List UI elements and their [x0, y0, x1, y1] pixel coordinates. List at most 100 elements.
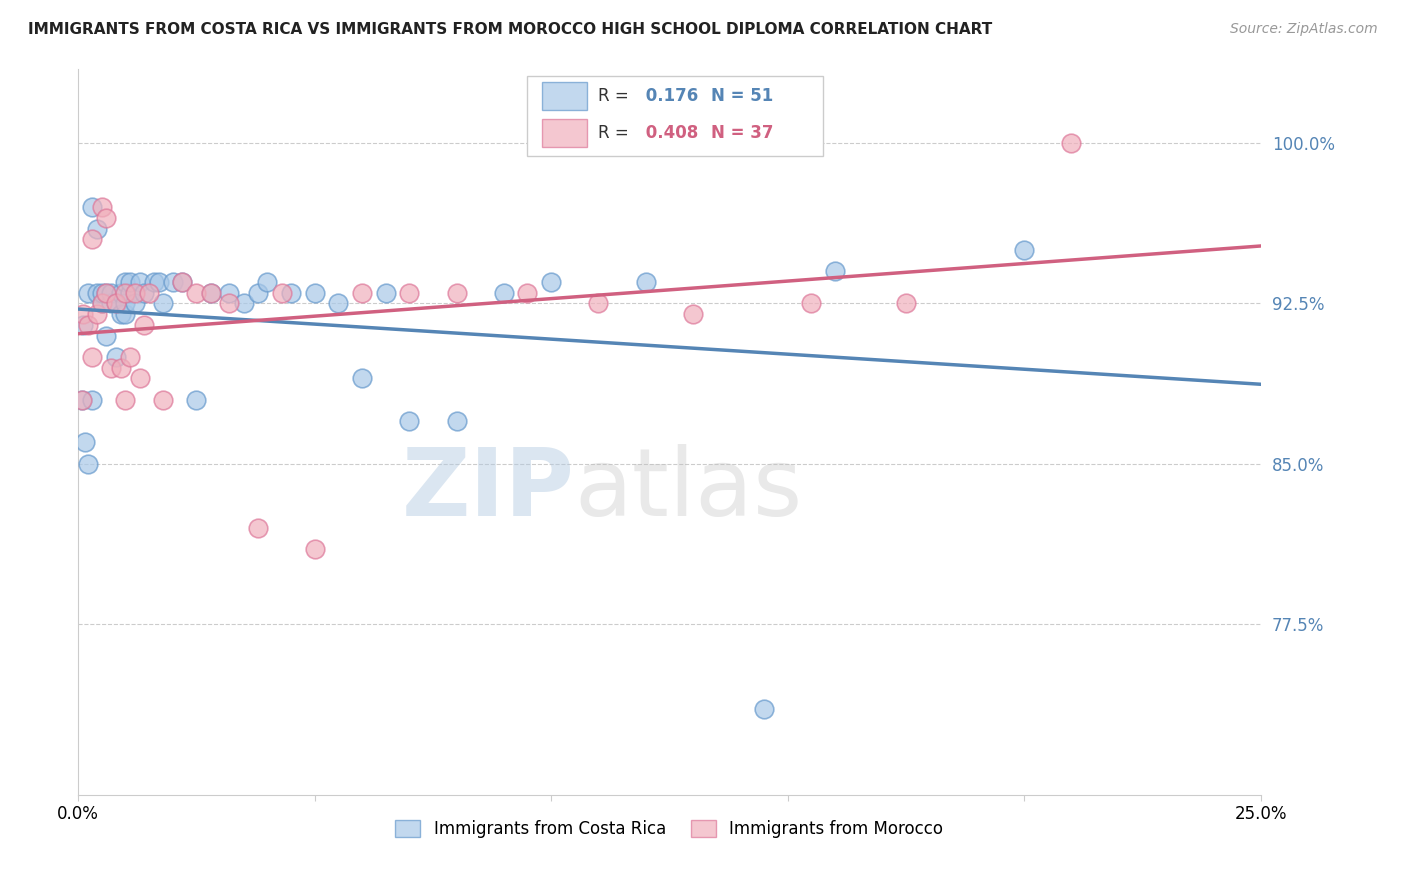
Point — [100, 360, 122, 375]
Point — [75, 435, 97, 450]
Point — [90, 200, 112, 214]
Point — [72, 307, 94, 321]
Point — [142, 275, 165, 289]
Point — [104, 296, 127, 310]
Point — [114, 296, 136, 310]
Point — [200, 285, 222, 300]
Point — [328, 296, 350, 310]
Point — [540, 275, 562, 289]
Point — [824, 264, 846, 278]
Point — [148, 275, 170, 289]
FancyBboxPatch shape — [527, 76, 823, 156]
Point — [96, 285, 118, 300]
Point — [120, 275, 142, 289]
Point — [516, 285, 538, 300]
FancyBboxPatch shape — [541, 82, 586, 110]
Point — [86, 221, 108, 235]
Text: atlas: atlas — [575, 443, 803, 536]
Point — [800, 296, 823, 310]
Point — [1060, 136, 1083, 151]
Point — [82, 392, 104, 407]
Point — [246, 285, 269, 300]
Point — [104, 350, 127, 364]
Point — [76, 285, 98, 300]
Point — [186, 392, 208, 407]
Point — [120, 285, 142, 300]
Point — [90, 296, 112, 310]
Point — [134, 285, 156, 300]
Point — [128, 275, 150, 289]
Text: IMMIGRANTS FROM COSTA RICA VS IMMIGRANTS FROM MOROCCO HIGH SCHOOL DIPLOMA CORREL: IMMIGRANTS FROM COSTA RICA VS IMMIGRANTS… — [28, 22, 993, 37]
Point — [1012, 243, 1035, 257]
Point — [76, 457, 98, 471]
Text: ZIP: ZIP — [402, 443, 575, 536]
Point — [96, 328, 118, 343]
Point — [492, 285, 515, 300]
Point — [104, 296, 127, 310]
Point — [86, 307, 108, 321]
Point — [110, 285, 132, 300]
Point — [124, 296, 146, 310]
Point — [82, 200, 104, 214]
Point — [280, 285, 302, 300]
Legend: Immigrants from Costa Rica, Immigrants from Morocco: Immigrants from Costa Rica, Immigrants f… — [388, 813, 950, 845]
Point — [134, 318, 156, 332]
Point — [256, 275, 278, 289]
Point — [172, 275, 194, 289]
Point — [218, 296, 240, 310]
Point — [634, 275, 657, 289]
Point — [120, 350, 142, 364]
Point — [304, 285, 326, 300]
Point — [100, 296, 122, 310]
Point — [172, 275, 194, 289]
Text: N = 37: N = 37 — [711, 124, 773, 142]
Point — [110, 307, 132, 321]
Point — [588, 296, 610, 310]
Point — [110, 360, 132, 375]
Point — [90, 285, 112, 300]
Point — [270, 285, 292, 300]
Point — [218, 285, 240, 300]
Point — [682, 307, 704, 321]
Point — [138, 285, 160, 300]
Point — [162, 275, 184, 289]
Text: Source: ZipAtlas.com: Source: ZipAtlas.com — [1230, 22, 1378, 37]
Point — [96, 285, 118, 300]
Point — [90, 296, 112, 310]
Point — [114, 307, 136, 321]
Text: N = 51: N = 51 — [711, 87, 773, 105]
Point — [82, 350, 104, 364]
Point — [232, 296, 254, 310]
Point — [72, 318, 94, 332]
Point — [128, 371, 150, 385]
Text: R =: R = — [599, 87, 628, 105]
Text: 0.408: 0.408 — [640, 124, 697, 142]
Point — [152, 296, 174, 310]
Point — [124, 285, 146, 300]
Point — [446, 414, 468, 428]
Point — [86, 285, 108, 300]
Point — [398, 285, 420, 300]
FancyBboxPatch shape — [541, 120, 586, 147]
Text: R =: R = — [599, 124, 628, 142]
Point — [114, 275, 136, 289]
Point — [70, 392, 93, 407]
Point — [752, 702, 775, 716]
Point — [246, 521, 269, 535]
Point — [76, 318, 98, 332]
Point — [446, 285, 468, 300]
Point — [70, 392, 93, 407]
Point — [186, 285, 208, 300]
Point — [114, 392, 136, 407]
Point — [350, 285, 373, 300]
Point — [374, 285, 396, 300]
Point — [350, 371, 373, 385]
Point — [114, 285, 136, 300]
Point — [894, 296, 917, 310]
Point — [152, 392, 174, 407]
Point — [82, 232, 104, 246]
Point — [304, 542, 326, 557]
Text: 0.176: 0.176 — [640, 87, 697, 105]
Point — [200, 285, 222, 300]
Point — [96, 211, 118, 225]
